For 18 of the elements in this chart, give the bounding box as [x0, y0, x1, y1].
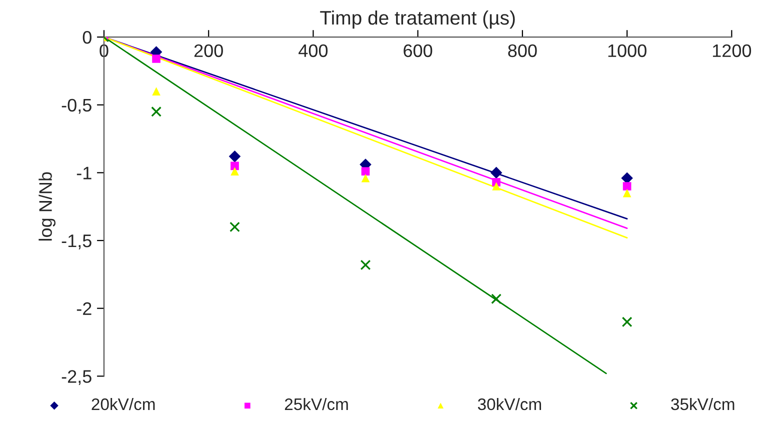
x-axis-title: Timp de tratament (µs) [320, 10, 515, 29]
x-tick-label: 600 [404, 44, 432, 58]
x-tick-label: 1000 [608, 44, 646, 58]
y-tick-label: 0 [82, 30, 92, 44]
legend-label: 20kV/cm [92, 398, 155, 410]
y-axis-title: log N/Nb [38, 172, 56, 241]
y-tick-label: -2 [76, 302, 92, 315]
x-tick-label: 1200 [712, 44, 752, 58]
y-tick-label: -0,5 [62, 98, 92, 114]
y-tick-label: -1,5 [62, 234, 92, 250]
x-tick-label: 200 [194, 44, 223, 58]
legend-label: 25kV/cm [284, 398, 348, 410]
y-tick-label: -1 [76, 166, 92, 180]
legend-label: 30kV/cm [478, 398, 542, 410]
legend-label: 35kV/cm [671, 398, 734, 410]
y-tick-label: -2,5 [62, 370, 92, 386]
x-tick-label: 800 [508, 44, 537, 58]
x-tick-label: 400 [298, 44, 328, 58]
